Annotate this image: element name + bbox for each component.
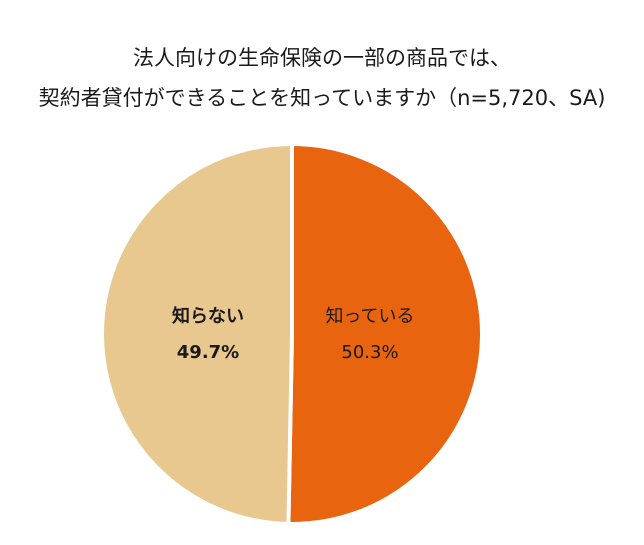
slice-1-category-label: 知っている bbox=[325, 306, 414, 327]
pie-slice-2 bbox=[100, 142, 294, 526]
chart-title-line-2: 契約者貸付ができることを知っていますか（n=5,720、SA) bbox=[38, 86, 606, 110]
slice-2-value-label: 49.7% bbox=[177, 342, 239, 363]
pie-slice-1 bbox=[286, 142, 484, 526]
chart-title-line-1: 法人向けの生命保険の一部の商品では、 bbox=[133, 46, 511, 70]
chart-title: 法人向けの生命保険の一部の商品では、 契約者貸付ができることを知っていますか（n… bbox=[0, 38, 644, 118]
slice-1-value-label: 50.3% bbox=[341, 342, 398, 363]
slice-2-category-label: 知らない bbox=[172, 305, 244, 327]
